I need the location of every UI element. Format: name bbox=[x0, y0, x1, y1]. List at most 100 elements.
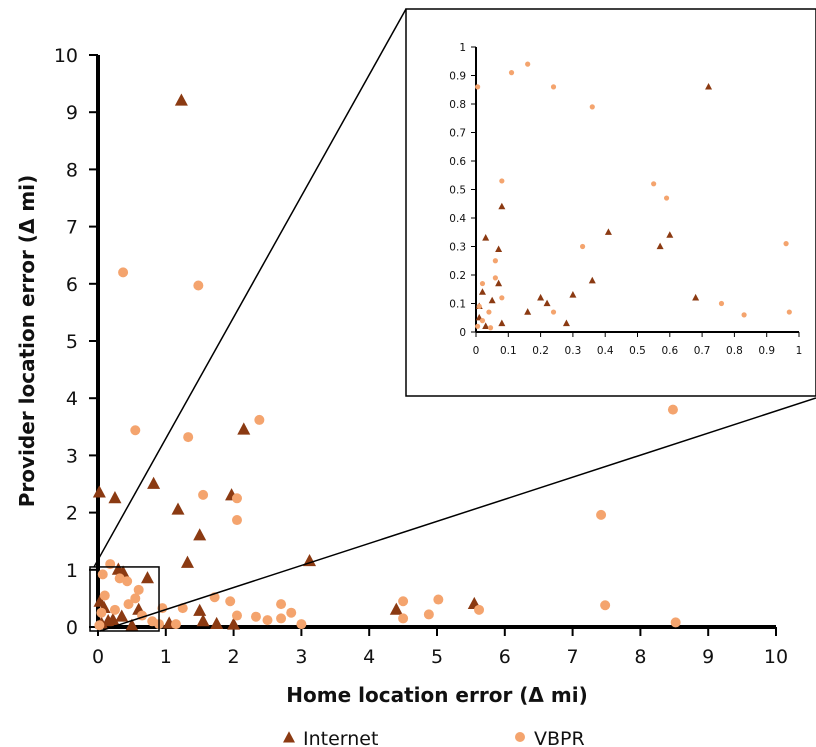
inset-y-tick-label: 0 bbox=[459, 327, 466, 339]
x-tick-label: 4 bbox=[363, 646, 375, 668]
inset-data-point-vbpr bbox=[476, 303, 482, 309]
data-point-vbpr bbox=[123, 599, 134, 610]
data-point-vbpr bbox=[97, 569, 108, 580]
inset-data-point-internet bbox=[495, 279, 503, 287]
data-point-vbpr bbox=[667, 404, 678, 415]
inset-x-tick-label: 0.3 bbox=[565, 345, 582, 357]
zoom-region-box bbox=[89, 566, 160, 632]
data-point-internet bbox=[115, 609, 129, 622]
data-point-internet bbox=[174, 93, 188, 106]
inset-data-point-vbpr bbox=[499, 178, 505, 184]
data-point-vbpr bbox=[670, 617, 681, 628]
inset-data-point-vbpr bbox=[783, 241, 789, 247]
inset-data-point-vbpr bbox=[786, 309, 792, 315]
x-axis-title: Home location error (Δ mi) bbox=[286, 683, 587, 707]
inset-data-point-internet bbox=[666, 231, 674, 238]
legend-label-vbpr: VBPR bbox=[534, 728, 585, 747]
y-tick-label: 9 bbox=[66, 102, 78, 124]
data-point-vbpr bbox=[600, 600, 611, 611]
data-point-vbpr bbox=[94, 620, 105, 631]
inset-data-point-vbpr bbox=[492, 275, 498, 281]
y-tick-label: 8 bbox=[66, 159, 78, 181]
data-point-internet bbox=[106, 612, 120, 626]
data-point-internet bbox=[171, 502, 185, 515]
legend-marker-vbpr bbox=[515, 732, 525, 742]
data-point-vbpr bbox=[254, 414, 265, 425]
data-point-internet bbox=[196, 614, 210, 627]
data-point-vbpr bbox=[198, 489, 209, 500]
data-point-vbpr bbox=[398, 613, 409, 624]
data-point-internet bbox=[125, 618, 139, 631]
inset-data-point-internet bbox=[604, 228, 612, 235]
x-tick-label: 1 bbox=[160, 646, 172, 668]
inset-data-point-internet bbox=[588, 276, 596, 284]
inset-y-tick-label: 0.8 bbox=[449, 99, 466, 111]
y-axis-title: Provider location error (Δ mi) bbox=[15, 175, 39, 507]
data-point-vbpr bbox=[122, 576, 133, 587]
zoom-line-top bbox=[93, 8, 407, 568]
inset-y-tick-label: 0.7 bbox=[449, 128, 466, 140]
inset-x-tick-label: 0.8 bbox=[726, 345, 743, 357]
data-point-internet bbox=[237, 422, 251, 435]
x-tick-label: 8 bbox=[634, 646, 646, 668]
inset-data-point-vbpr bbox=[475, 323, 481, 329]
inset-y-tick-label: 0.9 bbox=[449, 71, 466, 83]
inset-y-tick-label: 0.4 bbox=[449, 213, 466, 225]
inset-data-point-vbpr bbox=[508, 70, 515, 76]
y-tick-label: 0 bbox=[66, 617, 78, 639]
inset-data-point-internet bbox=[656, 242, 664, 250]
inset-data-point-vbpr bbox=[487, 325, 494, 331]
y-tick-label: 6 bbox=[66, 274, 78, 296]
data-point-vbpr bbox=[231, 493, 242, 504]
data-point-vbpr bbox=[118, 267, 129, 278]
data-point-internet bbox=[147, 476, 161, 489]
data-point-vbpr bbox=[193, 280, 204, 291]
x-tick-label: 3 bbox=[295, 646, 307, 668]
inset-x-tick-label: 0.9 bbox=[758, 345, 775, 357]
inset-data-point-vbpr bbox=[475, 84, 481, 90]
inset-data-point-internet bbox=[543, 299, 551, 307]
y-tick-label: 5 bbox=[66, 331, 78, 353]
inset-data-point-vbpr bbox=[492, 258, 498, 264]
inset-y-tick-label: 0.2 bbox=[449, 270, 466, 282]
data-point-vbpr bbox=[183, 432, 194, 443]
data-point-internet bbox=[193, 528, 207, 541]
inset-data-point-internet bbox=[482, 322, 490, 329]
inset-data-point-vbpr bbox=[550, 309, 557, 315]
x-tick-label: 9 bbox=[702, 646, 714, 668]
inset-data-point-internet bbox=[498, 202, 506, 210]
inset-data-point-internet bbox=[562, 319, 570, 327]
inset-y-tick-label: 1 bbox=[459, 42, 466, 54]
y-tick-label: 3 bbox=[66, 445, 78, 467]
data-point-internet bbox=[389, 602, 403, 615]
data-point-vbpr bbox=[474, 604, 485, 615]
x-tick-label: 10 bbox=[764, 646, 788, 668]
legend: Internet VBPR bbox=[283, 728, 585, 747]
x-tick-label: 6 bbox=[499, 646, 511, 668]
data-point-internet bbox=[180, 555, 194, 568]
y-tick-label: 4 bbox=[66, 388, 78, 410]
inset-data-point-internet bbox=[495, 245, 503, 252]
data-point-vbpr bbox=[250, 611, 261, 622]
data-point-vbpr bbox=[170, 619, 181, 630]
x-tick-label: 7 bbox=[567, 646, 579, 668]
inset-x-tick-label: 0.2 bbox=[532, 345, 549, 357]
data-point-vbpr bbox=[296, 619, 307, 630]
data-point-vbpr bbox=[433, 594, 444, 605]
inset-y-tick-label: 0.5 bbox=[449, 185, 466, 197]
x-tick-label: 0 bbox=[92, 646, 104, 668]
inset-x-tick-label: 0.6 bbox=[661, 345, 678, 357]
inset-x-tick-label: 1 bbox=[796, 345, 803, 357]
inset-y-tick-label: 0.1 bbox=[449, 299, 466, 311]
inset-y-tick-label: 0.3 bbox=[449, 242, 466, 254]
inset-data-point-vbpr bbox=[718, 300, 725, 307]
y-tick-label: 7 bbox=[66, 217, 78, 239]
y-tick-label: 2 bbox=[66, 503, 78, 525]
data-point-vbpr bbox=[286, 607, 297, 618]
inset-data-point-vbpr bbox=[651, 181, 657, 187]
inset-plot: 0 0.1 0.2 0.3 0.4 0.5 0.6 0.7 0.8 0.9 1 0 0.1 0.2 0.3 0… bbox=[405, 8, 816, 397]
legend-marker-internet bbox=[283, 731, 295, 743]
y-tick-label: 1 bbox=[66, 560, 78, 582]
inset-x-tick-label: 0.7 bbox=[694, 345, 711, 357]
data-point-vbpr bbox=[133, 584, 144, 595]
